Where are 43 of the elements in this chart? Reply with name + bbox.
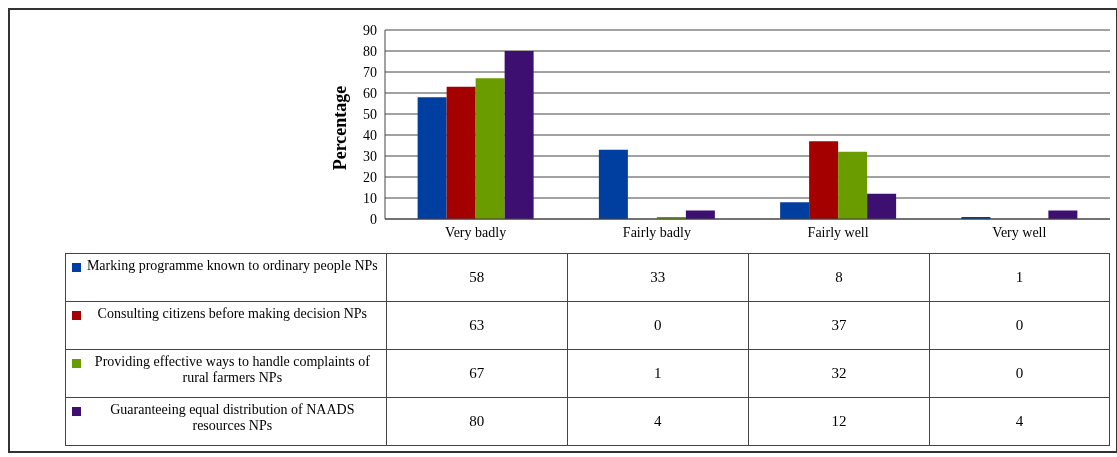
y-tick-label: 90 — [363, 22, 377, 38]
data-label: 67 — [385, 350, 567, 397]
x-tick-label: Very badly — [445, 224, 507, 240]
data-label: 0 — [928, 302, 1111, 349]
data-label: 0 — [928, 350, 1111, 397]
data-label: 37 — [747, 302, 929, 349]
data-label: 8 — [747, 254, 929, 301]
data-label: 63 — [385, 302, 567, 349]
legend-label: Consulting citizens before making decision NPs — [96, 306, 369, 322]
x-tick-label: Fairly badly — [622, 224, 691, 240]
y-tick-label: 40 — [363, 127, 377, 143]
bar — [780, 202, 810, 219]
x-tick-label: Fairly well — [807, 224, 869, 240]
y-axis-title: Percentage — [329, 85, 351, 171]
data-label: 4 — [566, 398, 748, 445]
y-tick-label: 70 — [363, 64, 377, 80]
bar — [417, 97, 447, 219]
data-label: 58 — [385, 254, 567, 301]
bar — [504, 51, 534, 219]
data-label: 0 — [566, 302, 748, 349]
y-tick-label: 80 — [363, 43, 377, 59]
bar — [809, 141, 839, 219]
data-label: 4 — [928, 398, 1111, 445]
bar — [475, 78, 505, 219]
y-tick-label: 10 — [363, 190, 377, 206]
y-tick-label: 0 — [370, 211, 377, 227]
data-label: 33 — [566, 254, 748, 301]
bar — [446, 86, 476, 219]
y-tick-label: 20 — [363, 169, 377, 185]
legend-label: Providing effective ways to handle complaints of rural farmers NPs — [93, 354, 371, 386]
y-tick-label: 60 — [363, 85, 377, 101]
y-tick-label: 30 — [363, 148, 377, 164]
data-label: 12 — [747, 398, 929, 445]
x-tick-label: Very well — [992, 224, 1047, 240]
legend-label: Marking programme known to ordinary people NPs — [85, 258, 379, 274]
bar — [838, 151, 868, 219]
bar — [867, 193, 897, 219]
legend-label: Guaranteeing equal distribution of NAADS resources NPs — [109, 402, 356, 434]
data-label: 1 — [566, 350, 748, 397]
data-label: 1 — [928, 254, 1111, 301]
data-label: 32 — [747, 350, 929, 397]
bar — [598, 149, 628, 219]
y-tick-label: 50 — [363, 106, 377, 122]
